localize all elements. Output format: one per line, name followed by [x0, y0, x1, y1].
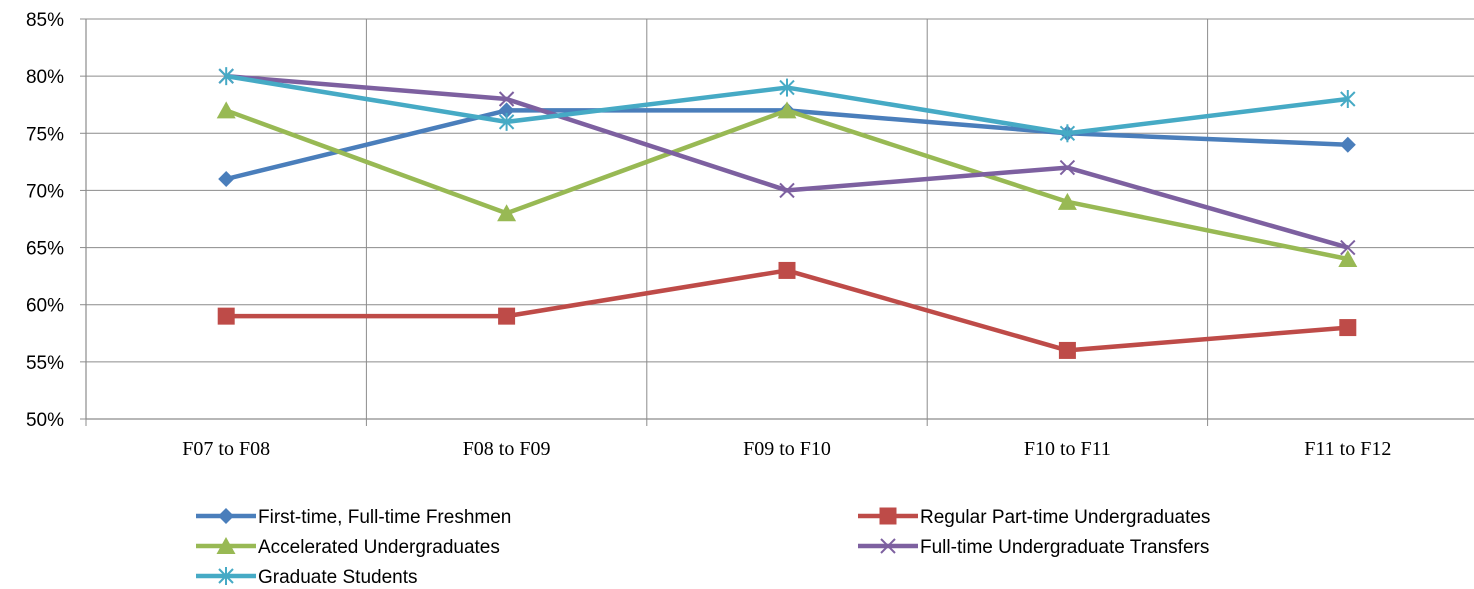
series-line	[226, 268, 1348, 353]
y-tick-label: 75%	[26, 124, 64, 145]
data-point	[218, 67, 234, 86]
data-point	[497, 204, 517, 222]
legend-marker	[879, 507, 897, 525]
data-point	[1058, 341, 1076, 359]
x-tick-label: F08 to F09	[463, 438, 551, 460]
series-lines	[216, 67, 1358, 359]
axes	[80, 18, 1474, 426]
y-tick-label: 80%	[26, 67, 64, 88]
data-point	[498, 91, 515, 107]
data-point	[1339, 136, 1356, 153]
data-point	[1057, 192, 1077, 210]
legend-label: Accelerated Undergraduates	[258, 537, 500, 558]
y-tick-label: 65%	[26, 239, 64, 260]
legend-label: Regular Part-time Undergraduates	[920, 507, 1210, 528]
legend-marker	[218, 508, 234, 524]
data-point	[777, 101, 797, 119]
y-tick-label: 70%	[26, 181, 64, 202]
legend-item: Graduate Students	[196, 567, 418, 588]
data-point	[1339, 319, 1357, 337]
x-tick-label: F07 to F08	[182, 438, 270, 460]
legend: First-time, Full-time Freshmen Regular Pa…	[196, 507, 1210, 588]
y-tick-label: 85%	[26, 10, 64, 31]
data-point	[1340, 90, 1356, 108]
series-4	[218, 68, 1356, 256]
legend-item: Full-time Undergraduate Transfers	[858, 537, 1209, 558]
y-tick-label: 55%	[26, 353, 64, 374]
x-tick-label: F10 to F11	[1024, 438, 1111, 460]
data-point	[498, 307, 516, 325]
data-point	[1340, 239, 1356, 256]
legend-label: Full-time Undergraduate Transfers	[920, 537, 1209, 558]
data-point	[216, 101, 236, 119]
legend-marker	[216, 537, 236, 554]
legend-label: First-time, Full-time Freshmen	[258, 507, 511, 528]
x-tick-label: F09 to F10	[743, 438, 831, 460]
legend-marker	[880, 538, 896, 554]
legend-item: First-time, Full-time Freshmen	[196, 507, 511, 528]
legend-label: Graduate Students	[258, 567, 418, 588]
series-5	[218, 67, 1356, 143]
data-point	[1059, 124, 1076, 143]
data-point	[498, 102, 515, 119]
series-line	[225, 108, 1349, 262]
legend-item: Accelerated Undergraduates	[196, 537, 500, 558]
series-3	[216, 101, 1358, 267]
gridlines	[85, 18, 1474, 420]
y-tick-label: 50%	[26, 410, 64, 431]
x-axis-tick-labels: F07 to F08 F08 to F09 F09 to F10 F10 to F11…	[182, 438, 1391, 460]
legend-marker	[218, 567, 234, 585]
series-2	[217, 261, 1357, 359]
legend-item: Regular Part-time Undergraduates	[858, 507, 1210, 528]
data-point	[1059, 159, 1076, 176]
data-point	[1338, 250, 1358, 267]
data-point	[217, 307, 235, 325]
x-tick-label: F11 to F12	[1304, 438, 1391, 460]
data-point	[778, 261, 796, 279]
data-point	[498, 112, 515, 131]
data-point	[779, 78, 795, 97]
y-tick-label: 60%	[26, 296, 64, 317]
data-point	[218, 171, 235, 187]
data-point	[779, 182, 795, 199]
y-axis-tick-labels: 50% 55% 60% 65% 70% 75% 80% 85%	[26, 10, 64, 431]
